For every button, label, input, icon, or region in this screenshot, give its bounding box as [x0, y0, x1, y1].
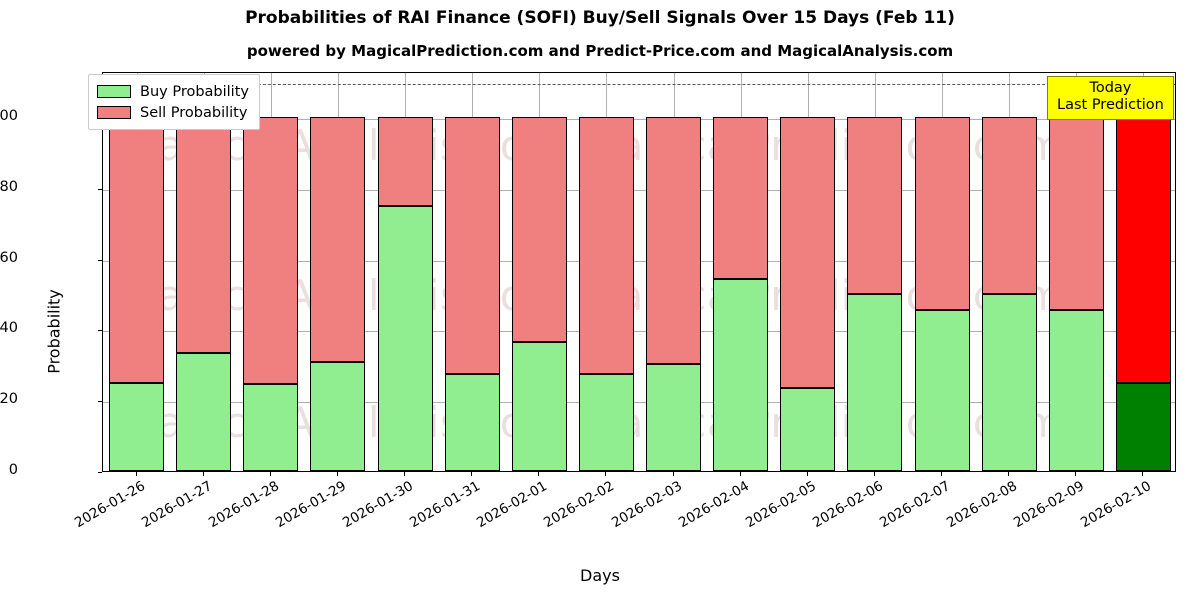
y-tick-label: 40	[0, 320, 18, 337]
bar-segment-buy[interactable]	[511, 342, 567, 471]
bar-segment-buy[interactable]	[847, 294, 903, 471]
bar-segment-sell[interactable]	[646, 117, 702, 364]
bar-segment-buy[interactable]	[109, 382, 165, 471]
chart-title: Probabilities of RAI Finance (SOFI) Buy/…	[245, 8, 955, 28]
gridline-y	[103, 331, 1175, 333]
bar-segment-sell[interactable]	[243, 117, 299, 384]
legend-label-buy: Buy Probability	[140, 83, 249, 100]
legend-item-sell: Sell Probability	[97, 102, 249, 123]
bar-group[interactable]	[243, 73, 299, 471]
y-tick-mark	[98, 401, 102, 403]
bar-group[interactable]	[377, 73, 433, 471]
x-tick-mark	[1142, 472, 1144, 476]
chart-legend: Buy Probability Sell Probability	[88, 74, 260, 130]
bar-segment-sell[interactable]	[914, 117, 970, 310]
bar-segment-buy[interactable]	[578, 374, 634, 471]
x-tick-mark	[538, 472, 540, 476]
bar-segment-buy[interactable]	[1115, 382, 1171, 471]
bar-segment-buy[interactable]	[176, 353, 232, 471]
bar-segment-buy[interactable]	[1048, 309, 1104, 471]
bar-segment-buy[interactable]	[377, 205, 433, 471]
chart-subtitle: powered by MagicalPrediction.com and Pre…	[246, 42, 954, 60]
x-tick-mark	[672, 472, 674, 476]
x-tick-mark	[941, 472, 943, 476]
bar-segment-sell[interactable]	[847, 117, 903, 294]
y-tick-mark	[98, 472, 102, 473]
x-tick-mark	[471, 472, 473, 476]
bar-group[interactable]	[646, 73, 702, 471]
bar-segment-buy[interactable]	[243, 383, 299, 471]
bar-group[interactable]	[109, 73, 165, 471]
today-annotation-line-2: Last Prediction	[1057, 97, 1164, 114]
y-axis-label-wrap: Probability	[22, 122, 64, 422]
x-tick-mark	[269, 472, 271, 476]
today-annotation-line-1: Today	[1089, 80, 1132, 96]
bar-segment-sell[interactable]	[444, 117, 500, 374]
x-tick-mark	[336, 472, 338, 476]
bar-segment-buy[interactable]	[646, 363, 702, 471]
bar-segment-sell[interactable]	[578, 117, 634, 375]
y-tick-mark	[98, 330, 102, 332]
bar-group[interactable]	[847, 73, 903, 471]
x-tick-mark	[806, 472, 808, 476]
legend-swatch-sell-icon	[97, 106, 131, 119]
today-annotation: Today Last Prediction	[1047, 76, 1174, 121]
bar-segment-buy[interactable]	[981, 294, 1037, 471]
x-tick-mark	[1075, 472, 1077, 476]
bar-group[interactable]	[176, 73, 232, 471]
x-tick-mark	[873, 472, 875, 476]
y-tick-label: 60	[0, 249, 18, 266]
bar-group[interactable]	[914, 73, 970, 471]
gridline-y	[103, 189, 1175, 191]
y-tick-label: 20	[0, 391, 18, 408]
bar-segment-sell[interactable]	[713, 117, 769, 280]
bar-segment-sell[interactable]	[1048, 117, 1104, 310]
bar-segment-buy[interactable]	[780, 388, 836, 471]
bar-group[interactable]	[310, 73, 366, 471]
gridline-y	[103, 402, 1175, 404]
x-tick-mark	[202, 472, 204, 476]
bar-segment-sell[interactable]	[109, 117, 165, 383]
x-tick-mark	[605, 472, 607, 476]
bar-segment-sell[interactable]	[176, 117, 232, 354]
bar-segment-sell[interactable]	[377, 117, 433, 206]
x-axis-label: Days	[580, 566, 620, 585]
bar-segment-sell[interactable]	[310, 117, 366, 362]
x-tick-mark	[135, 472, 137, 476]
y-tick-label: 80	[0, 178, 18, 195]
bar-group[interactable]	[1048, 73, 1104, 471]
y-tick-label: 0	[8, 462, 18, 478]
gridline-y	[103, 119, 1175, 121]
bar-segment-buy[interactable]	[713, 279, 769, 471]
bar-group[interactable]	[713, 73, 769, 471]
bar-group[interactable]	[511, 73, 567, 471]
y-tick-mark	[98, 188, 102, 190]
reference-dashed-line	[103, 83, 1175, 85]
bar-segment-buy[interactable]	[444, 374, 500, 471]
x-tick-mark	[404, 472, 406, 476]
x-tick-mark	[1008, 472, 1010, 476]
bar-group[interactable]	[981, 73, 1037, 471]
legend-item-buy: Buy Probability	[97, 81, 249, 102]
bar-segment-sell[interactable]	[1115, 117, 1171, 383]
y-tick-mark	[98, 259, 102, 261]
bar-group[interactable]	[444, 73, 500, 471]
gridline-y	[103, 260, 1175, 262]
bar-segment-sell[interactable]	[981, 117, 1037, 294]
bar-group[interactable]	[578, 73, 634, 471]
bar-segment-buy[interactable]	[310, 361, 366, 471]
y-axis-label: Probability	[44, 289, 64, 374]
legend-swatch-buy-icon	[97, 85, 131, 98]
legend-label-sell: Sell Probability	[140, 104, 248, 121]
bar-segment-sell[interactable]	[780, 117, 836, 389]
y-tick-label: 100	[0, 108, 18, 125]
x-tick-mark	[739, 472, 741, 476]
bar-segment-buy[interactable]	[914, 309, 970, 471]
plot-area: MagicalAnalysis.com MagicalPrediction.co…	[102, 72, 1176, 472]
bar-group[interactable]	[1115, 73, 1171, 471]
bar-group[interactable]	[780, 73, 836, 471]
bar-segment-sell[interactable]	[511, 117, 567, 343]
